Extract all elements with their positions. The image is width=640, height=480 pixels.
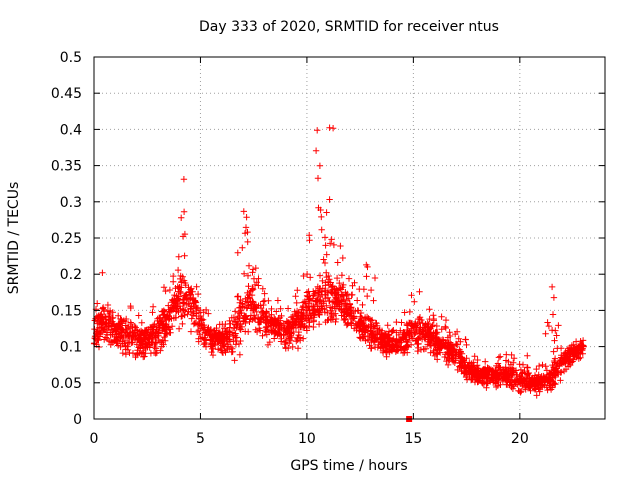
- y-tick-label: 0.25: [51, 231, 82, 247]
- y-tick-label: 0.45: [51, 86, 82, 102]
- y-tick-label: 0.3: [60, 195, 82, 211]
- grid-lines: [94, 57, 605, 419]
- axis-ticks: 0 0.05 0.1 0.15 0.2 0.25 0.3 0.35 0.4 0.45 0.5 0 5 10…: [51, 50, 605, 447]
- x-axis-label: GPS time / hours: [290, 458, 407, 474]
- x-tick-label: 5: [196, 431, 205, 447]
- data-points: [90, 124, 587, 422]
- chart-title: Day 333 of 2020, SRMTID for receiver ntu…: [199, 19, 499, 35]
- x-tick-label: 15: [404, 431, 422, 447]
- x-tick-label: 0: [90, 431, 99, 447]
- y-tick-label: 0.1: [60, 340, 82, 356]
- y-tick-label: 0.35: [51, 159, 82, 175]
- y-tick-label: 0.15: [51, 303, 82, 319]
- y-tick-label: 0: [73, 412, 82, 428]
- y-tick-label: 0.05: [51, 376, 82, 392]
- scatter-markers: [90, 124, 587, 399]
- y-tick-label: 0.4: [60, 122, 82, 138]
- x-tick-label: 10: [298, 431, 316, 447]
- y-axis-label: SRMTID / TECUs: [6, 182, 22, 295]
- y-tick-label: 0.5: [60, 50, 82, 66]
- x-tick-label: 20: [511, 431, 529, 447]
- y-tick-label: 0.2: [60, 267, 82, 283]
